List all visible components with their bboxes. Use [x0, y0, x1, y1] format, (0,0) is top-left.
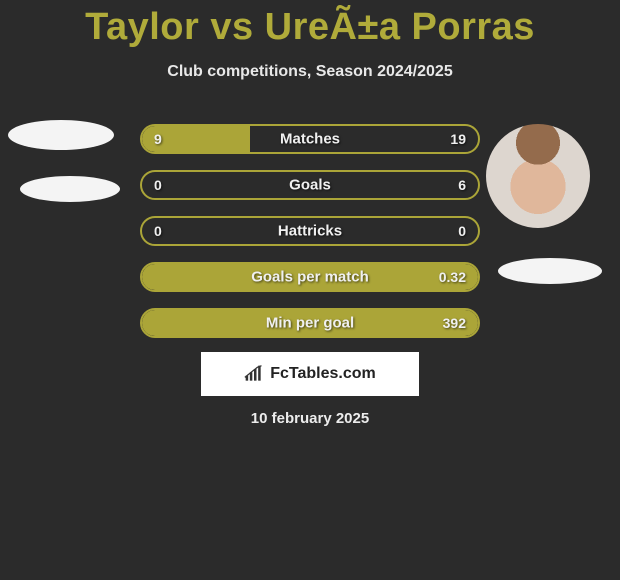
subtitle: Club competitions, Season 2024/2025: [0, 63, 620, 81]
player-left-ellipse-1: [8, 120, 114, 150]
bar-min-per-goal: Min per goal 392: [140, 308, 480, 338]
bar-hattricks: 0 Hattricks 0: [140, 216, 480, 246]
bar-left-value: 0: [154, 177, 162, 193]
page-title: Taylor vs UreÃ±a Porras: [0, 0, 620, 49]
bar-label: Matches: [280, 131, 340, 148]
bar-right-value: 0: [458, 223, 466, 239]
bar-right-value: 392: [443, 315, 466, 331]
bar-left-value: 9: [154, 131, 162, 147]
bar-label: Hattricks: [278, 223, 342, 240]
player-right-ellipse: [498, 258, 602, 284]
bar-label: Goals: [289, 177, 331, 194]
fctables-logo[interactable]: FcTables.com: [201, 352, 419, 396]
player-left-ellipse-2: [20, 176, 120, 202]
bar-right-value: 6: [458, 177, 466, 193]
bar-goals-per-match: Goals per match 0.32: [140, 262, 480, 292]
date-text: 10 february 2025: [0, 410, 620, 427]
player-right-avatar: [486, 124, 590, 228]
bar-right-value: 0.32: [439, 269, 466, 285]
bar-goals: 0 Goals 6: [140, 170, 480, 200]
bar-label: Goals per match: [251, 269, 369, 286]
stats-bars: 9 Matches 19 0 Goals 6 0 Hattricks 0 Goa…: [140, 124, 480, 354]
bar-matches: 9 Matches 19: [140, 124, 480, 154]
chart-icon: [244, 365, 264, 383]
logo-text: FcTables.com: [270, 365, 376, 383]
bar-label: Min per goal: [266, 315, 354, 332]
bar-right-value: 19: [450, 131, 466, 147]
bar-left-value: 0: [154, 223, 162, 239]
